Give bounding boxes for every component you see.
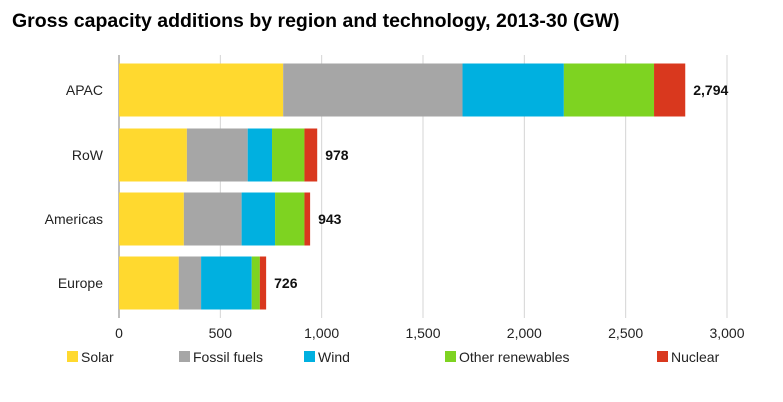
bar-segment-solar bbox=[119, 128, 187, 182]
bar-segment-wind bbox=[247, 128, 273, 182]
legend-swatch bbox=[445, 351, 456, 362]
total-label: 2,794 bbox=[693, 82, 728, 98]
bar-segment-fossil-fuels bbox=[183, 192, 242, 246]
x-tick-label: 500 bbox=[209, 325, 233, 341]
bars bbox=[119, 63, 686, 310]
total-label: 943 bbox=[318, 211, 342, 227]
legend-label: Solar bbox=[81, 349, 114, 365]
bar-segment-fossil-fuels bbox=[178, 256, 202, 310]
legend: Solar Fossil fuels Wind Other renewables Nuc… bbox=[67, 349, 720, 365]
legend-label: Nuclear bbox=[671, 349, 720, 365]
x-tick-label: 3,000 bbox=[709, 325, 744, 341]
bar-segment-other-renewables bbox=[563, 63, 655, 117]
bar-segment-other-renewables bbox=[275, 192, 305, 246]
bar-segment-wind bbox=[241, 192, 276, 246]
category-label: Americas bbox=[45, 211, 103, 227]
chart-title: Gross capacity additions by region and t… bbox=[12, 10, 620, 32]
bar-segment-wind bbox=[201, 256, 252, 310]
bar-segment-other-renewables bbox=[251, 256, 260, 310]
bar-segment-fossil-fuels bbox=[186, 128, 248, 182]
category-labels: APAC RoW Americas Europe bbox=[45, 82, 104, 291]
category-label: APAC bbox=[66, 82, 103, 98]
x-tick-label: 2,000 bbox=[507, 325, 542, 341]
total-label: 978 bbox=[325, 147, 349, 163]
x-tick-label: 1,000 bbox=[304, 325, 339, 341]
x-tick-labels: 0 500 1,000 1,500 2,000 2,500 3,000 bbox=[115, 325, 745, 341]
category-label: RoW bbox=[72, 147, 104, 163]
bar-segment-fossil-fuels bbox=[283, 63, 463, 117]
bar-segment-solar bbox=[119, 256, 179, 310]
legend-swatch bbox=[179, 351, 190, 362]
bar-segment-nuclear bbox=[654, 63, 686, 117]
category-label: Europe bbox=[58, 275, 103, 291]
x-tick-label: 1,500 bbox=[405, 325, 440, 341]
legend-swatch bbox=[67, 351, 78, 362]
legend-swatch bbox=[657, 351, 668, 362]
bar-segment-nuclear bbox=[304, 128, 318, 182]
bar-segment-wind bbox=[462, 63, 564, 117]
bar-segment-solar bbox=[119, 192, 184, 246]
legend-label: Fossil fuels bbox=[193, 349, 263, 365]
legend-label: Other renewables bbox=[459, 349, 570, 365]
bar-segment-nuclear bbox=[259, 256, 267, 310]
bar-segment-nuclear bbox=[304, 192, 311, 246]
total-labels: 2,794 978 943 726 bbox=[274, 82, 728, 291]
bar-segment-other-renewables bbox=[272, 128, 305, 182]
total-label: 726 bbox=[274, 275, 298, 291]
bar-segment-solar bbox=[119, 63, 284, 117]
legend-swatch bbox=[304, 351, 315, 362]
x-tick-label: 2,500 bbox=[608, 325, 643, 341]
legend-label: Wind bbox=[318, 349, 350, 365]
x-tick-label: 0 bbox=[115, 325, 123, 341]
